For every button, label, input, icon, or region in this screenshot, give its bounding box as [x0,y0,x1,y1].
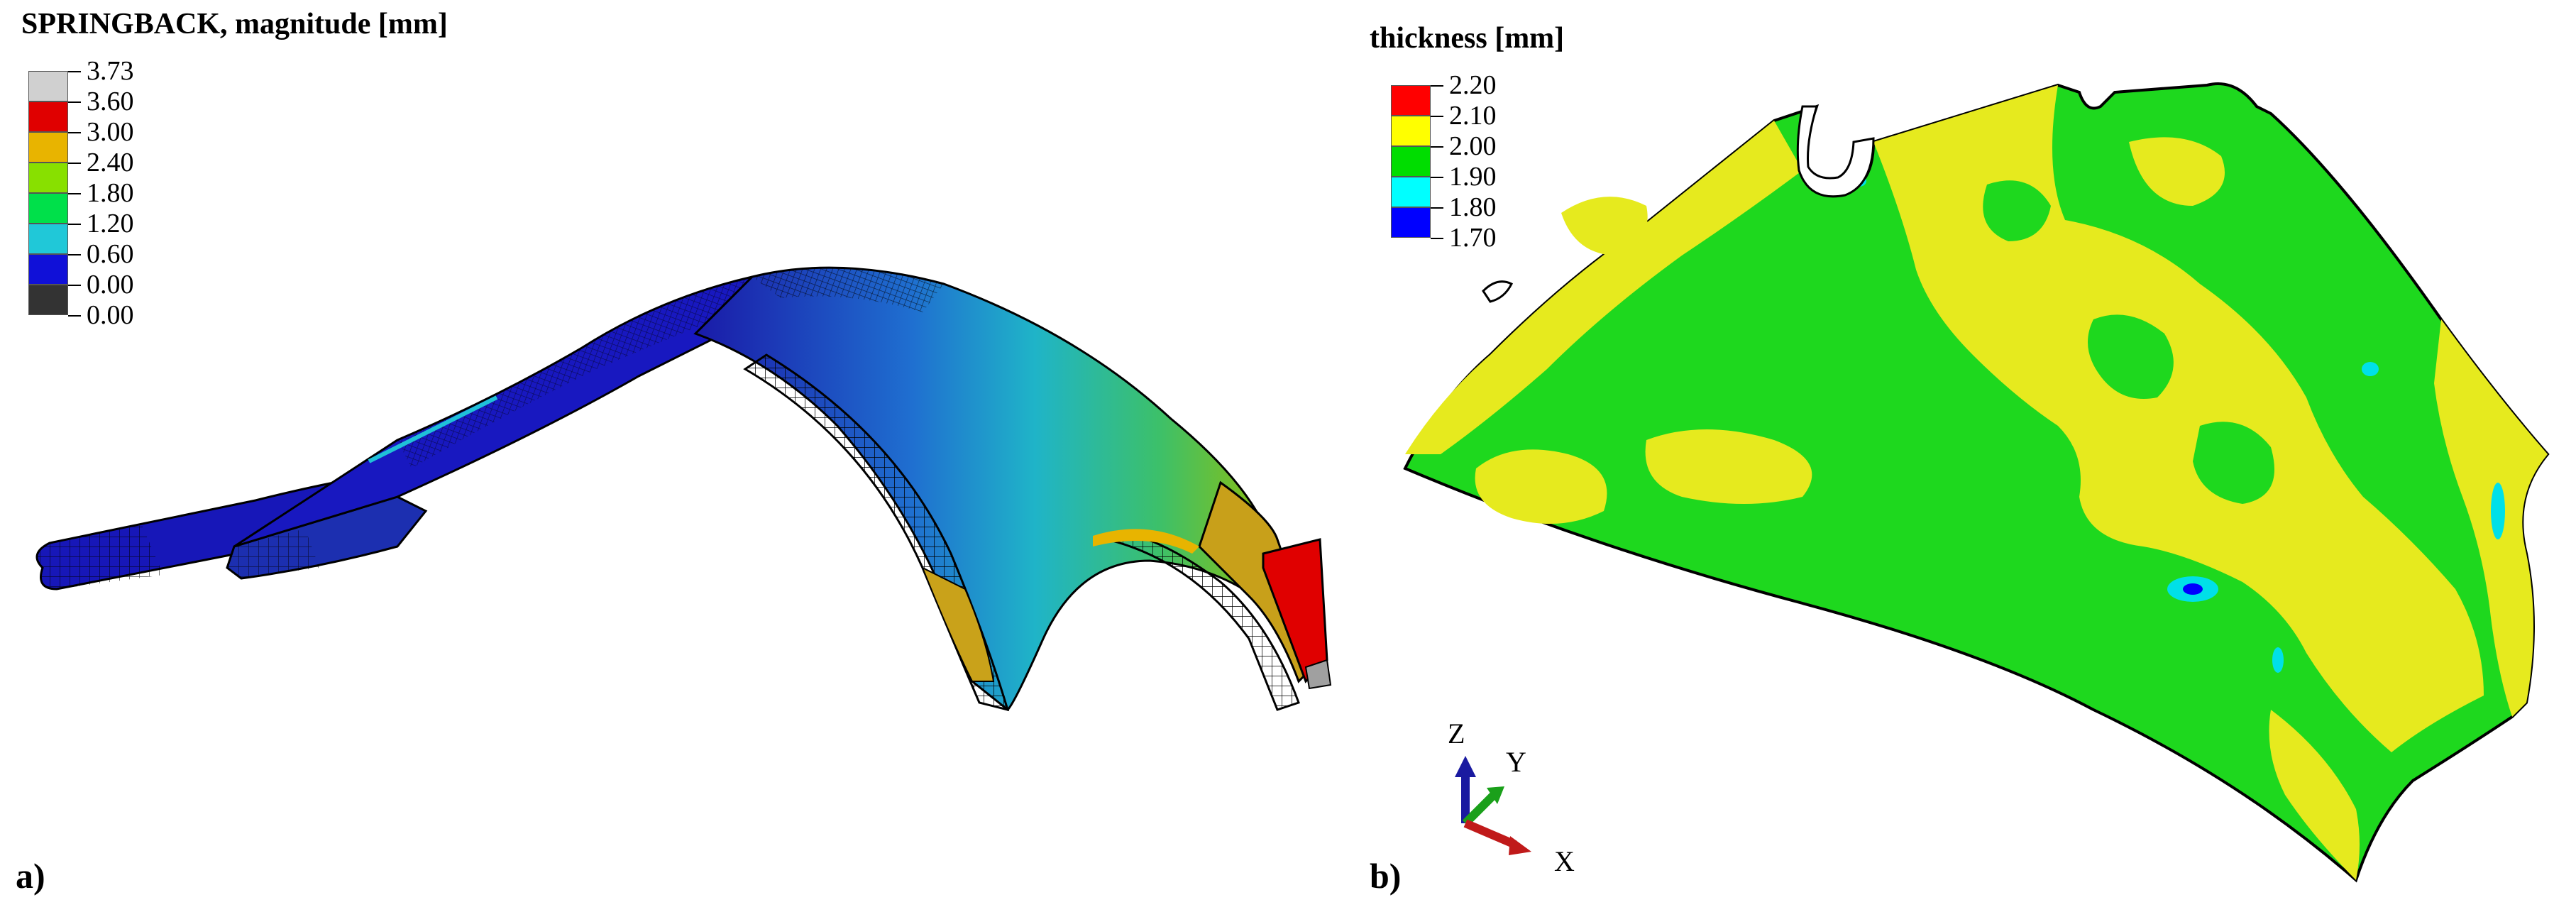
triad-x-axis [1463,819,1517,849]
triad-y-axis [1462,791,1497,827]
arch-inner-band [1093,529,1199,554]
legend-swatch-6 [28,254,68,285]
arch-grey-tip [1304,659,1332,690]
legend-tick [1431,207,1443,209]
inner-wire-right-leg [1103,531,1300,711]
blue-spot [2183,583,2203,595]
legend-label-2: 3.00 [87,117,134,147]
legend-label-2: 2.00 [1449,131,1497,161]
legend-tick [68,315,81,317]
panel-b-letter: b) [1370,856,1402,896]
legend-swatch-0 [28,71,68,101]
cyan-spot [2362,362,2379,376]
yellow-bottom-leg [2269,710,2360,880]
legend-tick [1431,146,1443,148]
legend-swatch-0 [1391,85,1431,116]
diagonal-arm-edge [368,395,498,463]
legend-last-label: 1.70 [1449,223,1497,253]
legend-label-3: 1.90 [1449,162,1497,192]
legend-label-4: 1.80 [1449,192,1497,222]
triad-x-label: X [1554,845,1575,877]
green-island [2193,422,2274,504]
tail-flange-left-mesh [37,525,163,589]
yellow-patch [1561,197,1648,256]
thickness-model [1403,82,2550,883]
arch-top-mesh [752,268,944,312]
yellow-right-wall [2434,319,2548,717]
yellow-patch [2129,137,2225,206]
legend-tick [1431,238,1443,239]
axis-triad [1455,756,1531,855]
legend-label-6: 0.60 [87,239,134,269]
yellow-patch [1645,429,1812,504]
legend-tick [68,285,81,286]
yellow-patch [1475,449,1607,524]
tail-flange-right-mesh [227,529,319,578]
slot-notch [1796,105,1875,198]
legend-tick [1431,85,1443,87]
panel-b-thickness: thickness [mm] 2.20 2.10 2.00 1.90 1.80 [1348,0,2576,912]
legend-tick [1431,116,1443,117]
legend-label-0: 2.20 [1449,70,1497,100]
panel-a-springback: SPRINGBACK, magnitude [mm] 3.73 3.60 3.0… [16,8,1332,896]
legend-tick [68,101,81,103]
legend-swatch-4 [1391,207,1431,238]
legend-swatch-2 [1391,146,1431,177]
legend-swatch-1 [28,101,68,132]
triad-x-arrow [1509,836,1531,855]
legend-label-1: 2.10 [1449,101,1497,131]
legend-tick [1431,177,1443,178]
legend-tick [68,224,81,225]
triad-z-label: Z [1448,718,1465,749]
panel-a-title: SPRINGBACK, magnitude [mm] [21,8,448,40]
legend-swatch-1 [1391,116,1431,146]
legend-swatch-5 [28,224,68,254]
legend-swatch-3 [1391,177,1431,207]
legend-label-3: 2.40 [87,148,134,177]
legend-tick [68,132,81,133]
left-leg-surface [921,566,995,682]
green-island [1983,180,2051,241]
legend-tick [68,254,81,256]
legend-swatch-7 [28,285,68,315]
hole-left [1482,280,1514,303]
triad-y-arrow [1487,786,1504,804]
cyan-spot [2491,483,2505,539]
panel-b-title: thickness [mm] [1370,22,1565,55]
legend-label-4: 1.80 [87,178,134,208]
legend-swatch-2 [28,132,68,163]
yellow-center-region [1873,85,2484,752]
triad-y-label: Y [1506,746,1526,778]
legend-label-7: 0.00 [87,270,134,300]
springback-model [35,266,1332,712]
legend-swatch-4 [28,193,68,224]
legend-tick [68,71,81,72]
legend-label-5: 1.20 [87,209,134,238]
triad-z-arrow [1455,756,1476,777]
legend-swatch-3 [28,163,68,193]
legend-last-label: 0.00 [87,300,134,330]
yellow-left-strip [1405,121,1802,454]
diagonal-arm-mesh [397,277,766,468]
arch-red-tip [1262,538,1328,683]
legend-label-1: 3.60 [87,87,134,116]
cyan-spot [2272,647,2284,673]
panel-a-letter: a) [16,856,45,896]
legend-label-0: 3.73 [87,56,134,86]
green-island [2088,314,2174,399]
legend-tick [68,163,81,164]
legend-tick [68,193,81,194]
